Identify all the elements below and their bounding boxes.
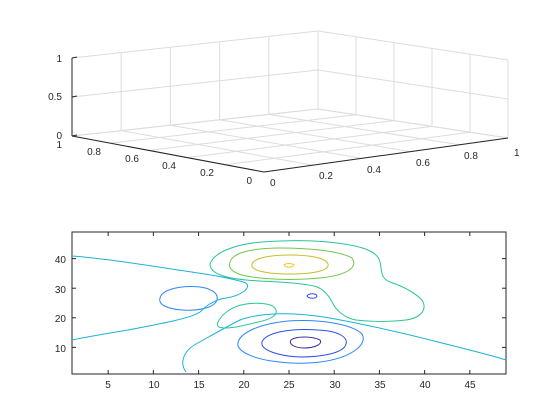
- y-tick-label: 0: [246, 176, 252, 187]
- z-tick-label: 0.5: [48, 92, 62, 103]
- contour-level-6: [229, 247, 355, 280]
- contour-level-7: [251, 254, 329, 275]
- y-tick-label: 1: [56, 140, 62, 151]
- tick-mark: [71, 134, 78, 137]
- axes-3d-grid: [71, 30, 509, 173]
- x-tick-label: 40: [419, 380, 431, 391]
- contour-level-2: [306, 293, 318, 299]
- contour-level-3: [159, 286, 218, 311]
- x-tick-label: 15: [193, 380, 205, 391]
- grid-line: [170, 124, 362, 159]
- contour-level-2: [261, 329, 347, 358]
- grid-line: [219, 119, 411, 153]
- axes-contour-ticks: [72, 232, 506, 374]
- contour-level-1: [289, 336, 322, 349]
- tick-mark: [71, 56, 78, 59]
- y-tick-label: 30: [55, 285, 67, 296]
- tick-mark: [71, 95, 78, 98]
- x-tick-label: 25: [283, 380, 295, 391]
- y-tick-label: 10: [55, 344, 67, 355]
- grid-line: [121, 130, 313, 166]
- y-tick-label: 0.2: [200, 168, 214, 179]
- contour-level-3: [237, 320, 364, 364]
- grid-line: [71, 69, 319, 98]
- grid-line: [187, 125, 433, 159]
- x-tick-label: 5: [105, 380, 111, 391]
- contour-level-8: [283, 263, 295, 268]
- grid-line: [268, 113, 460, 146]
- contour-level-5: [216, 302, 277, 329]
- contour-level-5: [209, 240, 425, 322]
- x-tick-label: 0: [270, 178, 276, 189]
- contour-level-4: [182, 313, 507, 373]
- x-tick-label: 35: [374, 380, 386, 391]
- z-tick-label: 1: [56, 54, 62, 65]
- y-tick-label: 0.6: [125, 154, 139, 165]
- x-tick-label: 1: [514, 148, 520, 159]
- x-tick-label: 20: [238, 380, 250, 391]
- contour-level-4: [71, 255, 248, 341]
- x-tick-label: 45: [464, 380, 476, 391]
- x-tick-label: 0.6: [416, 158, 430, 169]
- grid-line: [71, 108, 319, 137]
- axes-3d: 1 0.5 0 1 0.8 0.6 0.4 0.2 0 0 0.2 0.4 0.…: [48, 30, 520, 189]
- y-tick-label: 0.8: [87, 147, 101, 158]
- y-tick-label: 20: [55, 314, 67, 325]
- z-tick-label: 0: [56, 131, 62, 142]
- x-tick-label: 0.8: [464, 151, 478, 162]
- axes-contour: 5 10 15 20 25 30 35 40 45 10 20 30 40: [55, 231, 507, 391]
- x-tick-label: 30: [329, 380, 341, 391]
- grid-line: [317, 108, 509, 139]
- x-tick-label: 0.4: [367, 165, 381, 176]
- plot-area: [71, 231, 507, 375]
- x-tick-label: 10: [148, 380, 160, 391]
- x-tick-label: 0.2: [319, 171, 333, 182]
- grid-line: [317, 30, 509, 61]
- y-tick-label: 0.4: [162, 161, 176, 172]
- y-tick-label: 40: [55, 255, 67, 266]
- grid-line: [317, 69, 509, 100]
- axes-3d-ticks: [71, 56, 78, 137]
- grid-line: [71, 30, 319, 59]
- grid-line: [148, 120, 395, 151]
- grid-line: [110, 114, 357, 144]
- contour-lines: [71, 240, 507, 373]
- grid-line: [225, 131, 471, 166]
